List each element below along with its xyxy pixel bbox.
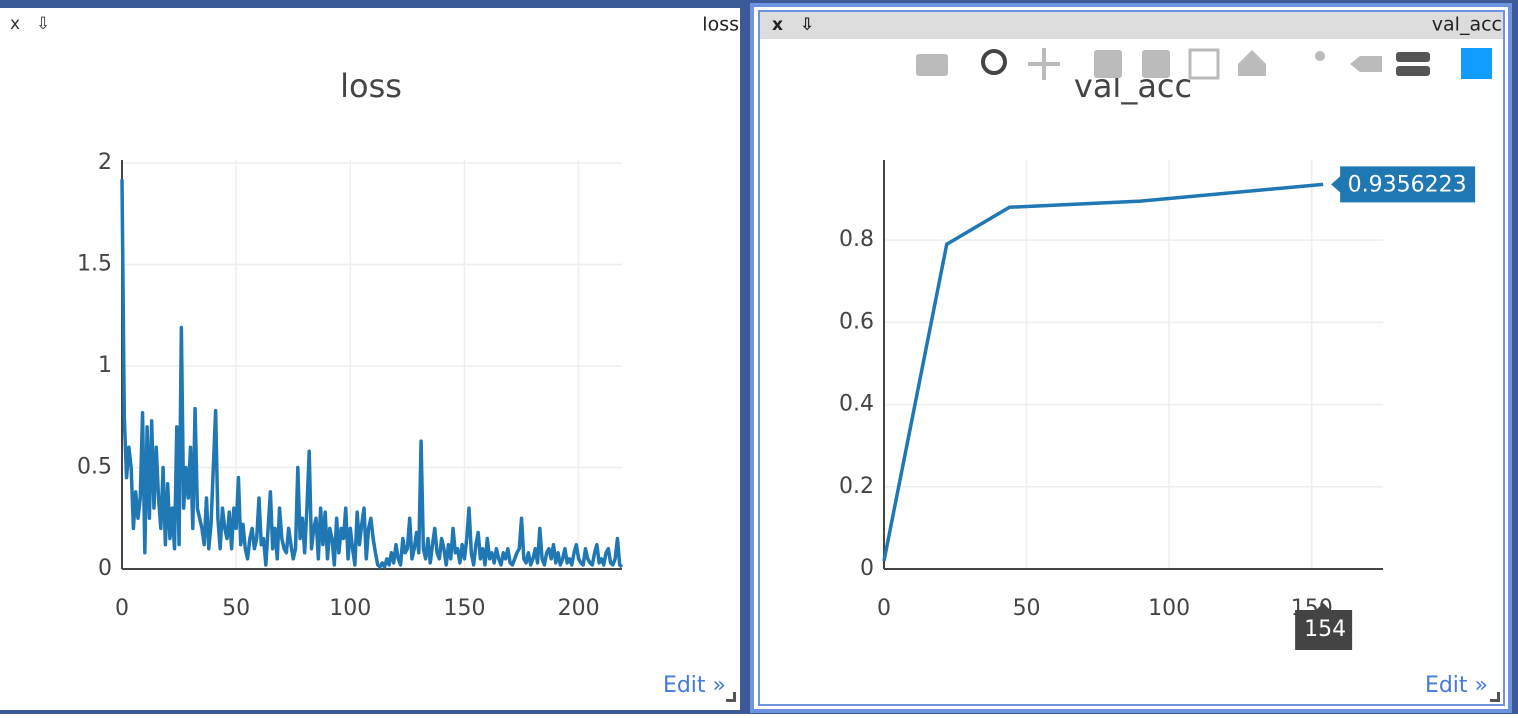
y-tick-label: 0.2 xyxy=(839,474,874,499)
hover-value: 0.9356223 xyxy=(1348,172,1467,197)
x-tick-label: 0 xyxy=(877,596,891,621)
y-tick-label: 0 xyxy=(860,556,874,581)
title-bar xyxy=(760,12,1503,39)
pan-icon[interactable] xyxy=(1028,48,1060,80)
hover-compare-icon[interactable] xyxy=(1396,52,1430,62)
edit-link[interactable]: Edit » xyxy=(663,673,726,698)
chart-title: loss xyxy=(340,67,402,105)
x-tick-label: 100 xyxy=(329,596,371,621)
window-title: loss xyxy=(702,14,739,36)
y-tick-label: 0 xyxy=(98,556,112,581)
zoom-in-icon[interactable] xyxy=(1094,50,1122,78)
autoscale-icon[interactable] xyxy=(1188,48,1220,80)
hover-x-value: 154 xyxy=(1304,617,1346,642)
spike-icon[interactable] xyxy=(1315,51,1325,61)
camera-icon[interactable] xyxy=(916,54,948,76)
x-tick-label: 0 xyxy=(115,596,129,621)
y-tick-label: 0.6 xyxy=(839,309,874,334)
window-title: val_acc xyxy=(1432,14,1502,36)
chart-title: val_acc xyxy=(1074,67,1192,105)
y-tick-label: 0.4 xyxy=(839,392,874,417)
hover-x-label: 154 xyxy=(1295,603,1353,650)
y-tick-label: 1 xyxy=(98,353,112,378)
zoom-icon[interactable] xyxy=(981,49,1007,75)
zoom-out-icon[interactable] xyxy=(1142,50,1170,78)
y-tick-label: 0.8 xyxy=(839,227,874,252)
resize-handle[interactable] xyxy=(1490,692,1500,702)
x-tick-label: 150 xyxy=(443,596,485,621)
hover-label: 0.9356223 xyxy=(1331,166,1476,203)
y-tick-label: 2 xyxy=(98,150,112,175)
y-tick-label: 1.5 xyxy=(77,252,112,277)
home-icon[interactable] xyxy=(1238,50,1266,76)
plotly-logo[interactable] xyxy=(1461,48,1492,79)
x-tick-label: 200 xyxy=(558,596,600,621)
hover-box xyxy=(1295,603,1353,650)
resize-handle[interactable] xyxy=(726,692,736,702)
close-button[interactable]: x xyxy=(772,15,783,35)
series-line xyxy=(882,182,1324,562)
series-line xyxy=(120,179,624,569)
close-button[interactable]: x xyxy=(10,14,20,34)
hover-box xyxy=(1331,166,1476,203)
edit-link[interactable]: Edit » xyxy=(1425,673,1488,698)
hover-compare-icon[interactable] xyxy=(1396,66,1430,76)
y-tick-label: 0.5 xyxy=(77,455,112,480)
x-tick-label: 50 xyxy=(1013,596,1041,621)
download-button[interactable]: ⇩ xyxy=(36,14,50,34)
hover-closest-icon[interactable] xyxy=(1350,56,1382,72)
download-button[interactable]: ⇩ xyxy=(800,15,814,35)
window-inner xyxy=(758,10,1505,706)
x-tick-label: 50 xyxy=(222,596,250,621)
x-tick-label: 100 xyxy=(1148,596,1190,621)
modebar xyxy=(916,48,1492,80)
